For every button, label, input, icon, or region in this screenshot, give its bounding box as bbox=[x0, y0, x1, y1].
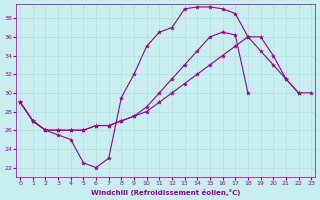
X-axis label: Windchill (Refroidissement éolien,°C): Windchill (Refroidissement éolien,°C) bbox=[91, 189, 240, 196]
